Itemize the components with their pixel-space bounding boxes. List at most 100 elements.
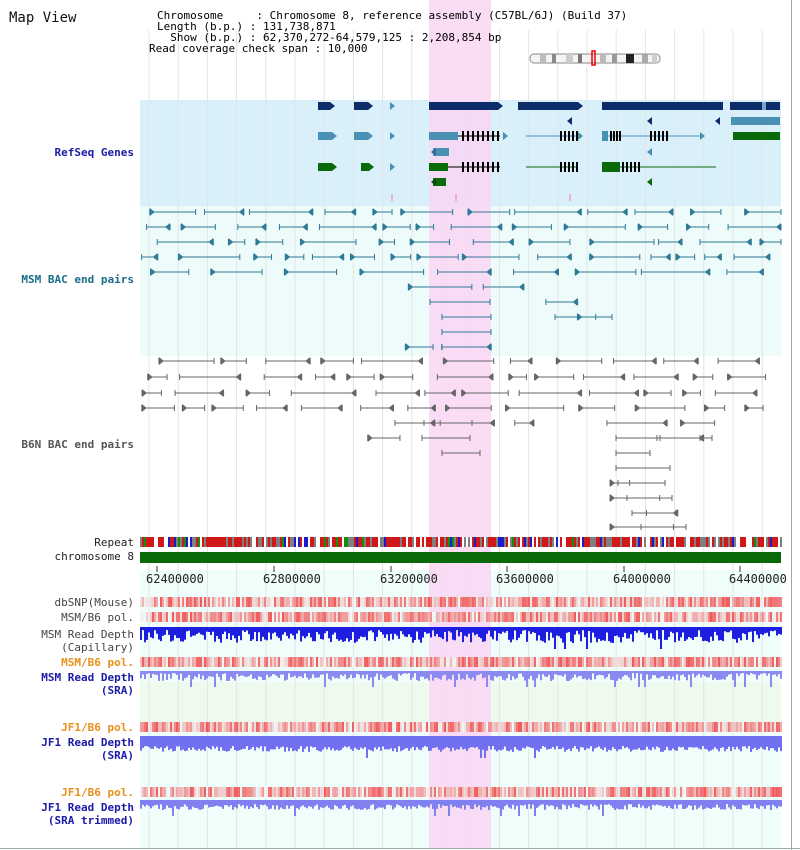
- heat-cell: [218, 597, 220, 607]
- track-label-refseq[interactable]: RefSeq Genes: [54, 146, 134, 159]
- depth-bar: [776, 800, 778, 809]
- depth-bar: [522, 736, 524, 748]
- depth-bar: [298, 800, 300, 810]
- track-label-jf1-b6-pol-2[interactable]: JF1/B6 pol.: [61, 786, 134, 799]
- heat-cell: [460, 787, 462, 797]
- heat-cell: [736, 612, 738, 622]
- depth-bar: [638, 736, 640, 749]
- depth-bar: [614, 671, 616, 687]
- track-label-jf1-read-depth-trim[interactable]: JF1 Read Depth (SRA trimmed): [10, 801, 134, 827]
- depth-bar: [434, 627, 436, 637]
- axis-tick-label: 64400000: [729, 572, 787, 586]
- heat-cell: [566, 657, 568, 667]
- strand-arrow: [647, 117, 652, 125]
- heat-cell: [390, 597, 392, 607]
- depth-bar: [198, 671, 200, 674]
- heat-cell: [760, 657, 762, 667]
- depth-bar: [428, 800, 430, 808]
- depth-bar: [236, 671, 238, 674]
- heat-cell: [426, 722, 428, 732]
- heat-cell: [740, 612, 742, 622]
- strand-arrow: [647, 178, 652, 186]
- track-label-dbsnp[interactable]: dbSNP(Mouse): [54, 596, 134, 609]
- heat-cell: [630, 722, 632, 732]
- strand-arrow: [508, 238, 514, 246]
- track-label-msm-b6-pol-2[interactable]: MSM/B6 pol.: [61, 656, 134, 669]
- heat-cell: [666, 722, 668, 732]
- heat-cell: [468, 722, 470, 732]
- depth-bar: [302, 627, 304, 637]
- track-label-chromosome[interactable]: chromosome 8: [54, 550, 134, 563]
- depth-bar: [304, 736, 306, 749]
- track-label-msm-read-depth-sra[interactable]: MSM Read Depth (SRA): [10, 671, 134, 697]
- track-label-jf1-b6-pol-1[interactable]: JF1/B6 pol.: [61, 721, 134, 734]
- depth-bar: [232, 800, 234, 810]
- depth-bar: [272, 800, 274, 806]
- heat-cell: [266, 722, 268, 732]
- depth-bar: [176, 800, 178, 809]
- track-label-jf1-read-depth-sra[interactable]: JF1 Read Depth (SRA): [10, 736, 134, 762]
- heat-cell: [650, 787, 652, 797]
- heat-cell: [234, 597, 236, 607]
- track-label-repeat[interactable]: Repeat: [94, 536, 134, 549]
- depth-bar: [254, 800, 256, 805]
- heat-cell: [528, 597, 530, 607]
- heat-cell: [766, 787, 768, 797]
- depth-bar: [424, 671, 426, 680]
- strand-arrow: [372, 208, 378, 216]
- track-label-msm-bac[interactable]: MSM BAC end pairs: [21, 273, 134, 286]
- depth-bar: [618, 627, 620, 638]
- depth-bar: [524, 736, 526, 749]
- heat-cell: [644, 612, 646, 622]
- depth-bar: [180, 627, 182, 642]
- strand-arrow: [704, 404, 710, 412]
- heat-cell: [166, 787, 168, 797]
- depth-bar: [660, 671, 662, 677]
- track-label-msm-read-depth-cap[interactable]: MSM Read Depth (Capillary): [10, 628, 134, 654]
- depth-bar: [276, 736, 278, 747]
- depth-bar: [604, 627, 606, 641]
- depth-bar: [676, 800, 678, 809]
- heat-cell: [242, 657, 244, 667]
- depth-bar: [440, 800, 442, 808]
- repeat-segment: [278, 537, 280, 547]
- heat-cell: [694, 612, 696, 622]
- heat-cell: [614, 722, 616, 732]
- repeat-segment: [336, 537, 338, 547]
- track-label-b6n-bac[interactable]: B6N BAC end pairs: [21, 438, 134, 451]
- heat-cell: [748, 612, 750, 622]
- heat-cell: [230, 657, 232, 667]
- track-label-msm-b6-pol-1[interactable]: MSM/B6 pol.: [61, 611, 134, 624]
- heat-cell: [214, 597, 216, 607]
- depth-bar: [250, 736, 252, 749]
- heat-cell: [370, 787, 372, 797]
- heat-cell: [718, 597, 720, 607]
- heat-cell: [648, 612, 650, 622]
- heat-cell: [184, 612, 186, 622]
- depth-bar: [640, 627, 642, 633]
- repeat-segment: [366, 537, 368, 547]
- repeat-segment: [726, 537, 728, 547]
- heat-cell: [316, 722, 318, 732]
- heat-cell: [486, 612, 488, 622]
- depth-bar: [410, 736, 412, 749]
- heat-cell: [506, 657, 508, 667]
- heat-cell: [744, 657, 746, 667]
- depth-bar: [578, 627, 580, 635]
- heat-cell: [588, 597, 590, 607]
- heat-cell: [606, 612, 608, 622]
- depth-bar: [726, 736, 728, 750]
- heat-cell: [150, 722, 152, 732]
- depth-bar: [148, 671, 150, 674]
- depth-bar: [372, 800, 374, 805]
- heat-cell: [550, 597, 552, 607]
- heat-cell: [206, 722, 208, 732]
- heat-cell: [680, 722, 682, 732]
- heat-cell: [430, 722, 432, 732]
- heat-cell: [526, 612, 528, 622]
- heat-cell: [662, 657, 664, 667]
- heat-cell: [282, 657, 284, 667]
- heat-cell: [594, 612, 596, 622]
- depth-bar: [734, 627, 736, 640]
